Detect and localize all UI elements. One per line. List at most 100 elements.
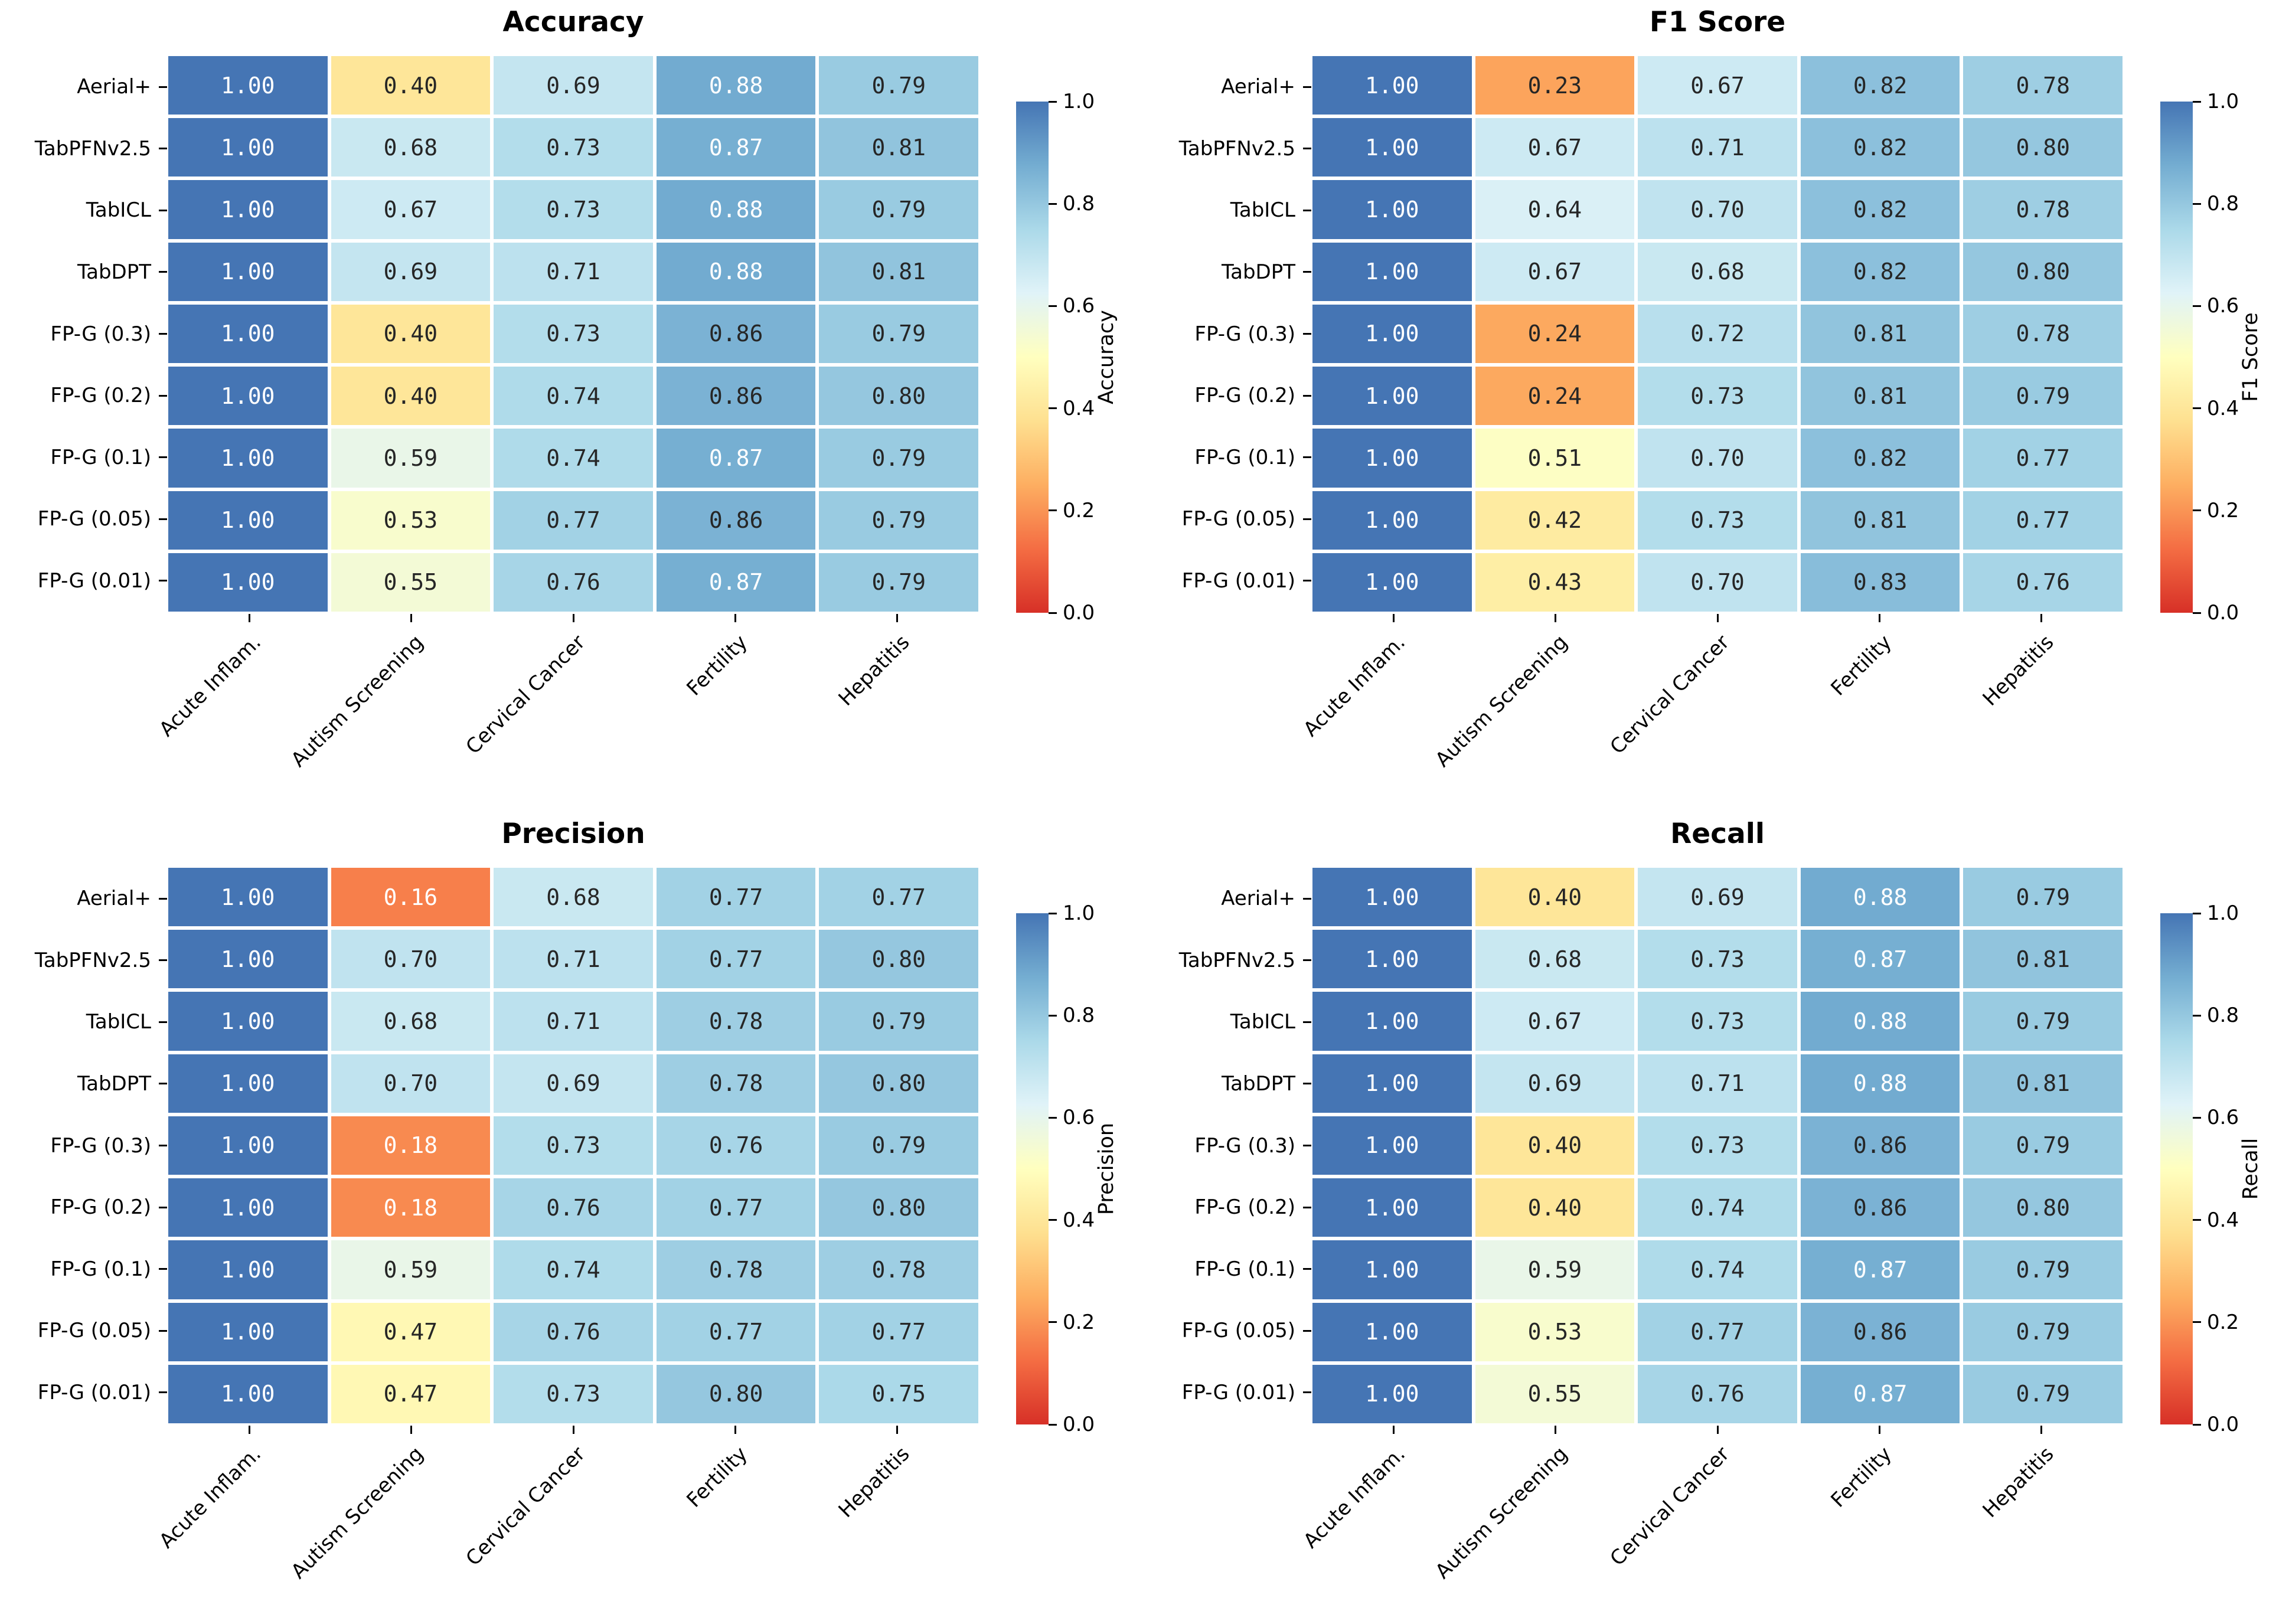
heatmap-cell: 0.79 <box>819 429 978 488</box>
column-label: Autism Screening <box>286 1442 428 1584</box>
colorbar-tick <box>1049 305 1057 307</box>
heatmap-cell: 0.55 <box>1475 1364 1635 1423</box>
y-axis-tick <box>159 271 167 273</box>
heatmap-cell: 0.82 <box>1800 118 1960 177</box>
heatmap-cell: 0.71 <box>1638 1054 1797 1113</box>
heatmap-cell: 0.79 <box>819 992 978 1051</box>
heatmap-cell: 0.86 <box>656 491 816 550</box>
heatmap-cell: 0.79 <box>819 180 978 239</box>
x-axis-tick <box>572 614 574 622</box>
colorbar-axis-label: Recall <box>2239 1138 2262 1200</box>
heatmap-cell: 0.40 <box>331 56 491 115</box>
heatmap-cell: 0.77 <box>1963 429 2123 488</box>
y-axis-tick <box>159 1206 167 1208</box>
row-label: TabICL <box>86 1010 151 1034</box>
row-label: TabPFNv2.5 <box>1178 136 1295 161</box>
heatmap-cell: 0.18 <box>331 1116 491 1175</box>
heatmap-cell: 1.00 <box>168 1240 328 1299</box>
heatmap-cell: 0.77 <box>494 491 653 550</box>
heatmap-cell: 0.16 <box>331 868 491 927</box>
column-label: Fertility <box>682 1442 752 1512</box>
x-axis-tick <box>896 614 899 622</box>
heatmap-cell: 0.81 <box>819 242 978 301</box>
colorbar-tick-label: 1.0 <box>1063 90 1095 113</box>
y-axis-tick <box>159 1021 167 1023</box>
heatmap-cell: 1.00 <box>168 930 328 989</box>
heatmap-cell: 0.18 <box>331 1178 491 1237</box>
colorbar-tick <box>2193 407 2201 410</box>
chart-title: F1 Score <box>1649 6 1786 38</box>
heatmap-cell: 0.73 <box>494 118 653 177</box>
colorbar-tick <box>2193 305 2201 307</box>
heatmap-cell: 0.78 <box>1963 304 2123 364</box>
column-label: Acute Inflam. <box>1299 1442 1410 1553</box>
colorbar-tick-label: 0.2 <box>1063 498 1095 522</box>
heatmap-cell: 1.00 <box>168 242 328 301</box>
heatmap-cell: 0.79 <box>819 553 978 612</box>
heatmap-cell: 0.86 <box>656 367 816 426</box>
colorbar-tick-label: 0.2 <box>2207 1310 2239 1334</box>
heatmap-grid: 1.00 0.23 0.67 0.82 0.78 1.00 0.67 0.71 0.82 0.80… <box>1312 56 2123 612</box>
heatmap-cell: 1.00 <box>1312 553 1472 612</box>
heatmap-cell: 1.00 <box>1312 1240 1472 1299</box>
heatmap-cell: 1.00 <box>1312 367 1472 426</box>
heatmap-cell: 0.74 <box>1638 1178 1797 1237</box>
heatmap-cell: 1.00 <box>1312 930 1472 989</box>
column-label: Cervical Cancer <box>461 1442 590 1571</box>
heatmap-cell: 0.73 <box>494 180 653 239</box>
colorbar-tick-label: 0.8 <box>1063 1004 1095 1028</box>
x-axis-tick <box>2040 1426 2043 1434</box>
row-label: Aerial+ <box>77 887 151 911</box>
colorbar-axis-label: Accuracy <box>1095 310 1118 404</box>
heatmap-cell: 0.79 <box>1963 992 2123 1051</box>
column-label: Fertility <box>1826 1442 1896 1512</box>
heatmap-cell: 0.77 <box>656 1302 816 1361</box>
y-axis-tick <box>159 1329 167 1332</box>
heatmap-cell: 0.77 <box>819 1302 978 1361</box>
row-label: FP-G (0.3) <box>1194 322 1295 346</box>
colorbar-tick <box>1049 1321 1057 1324</box>
heatmap-cell: 0.40 <box>331 304 491 364</box>
heatmap-cell: 0.40 <box>1475 1178 1635 1237</box>
y-axis-tick <box>159 148 167 150</box>
y-axis-tick <box>159 333 167 335</box>
heatmap-cell: 0.73 <box>1638 992 1797 1051</box>
row-label: FP-G (0.2) <box>50 1195 151 1220</box>
heatmap-cell: 0.80 <box>819 930 978 989</box>
heatmap-cell: 0.68 <box>1475 930 1635 989</box>
heatmap-cell: 1.00 <box>168 868 328 927</box>
y-axis-tick <box>1303 959 1311 962</box>
heatmap-cell: 0.78 <box>1963 180 2123 239</box>
row-label: FP-G (0.05) <box>37 1319 151 1343</box>
colorbar <box>2160 913 2193 1424</box>
heatmap-cell: 1.00 <box>1312 1302 1472 1361</box>
colorbar-tick-label: 1.0 <box>1063 901 1095 925</box>
colorbar-tick <box>2193 509 2201 512</box>
row-label: FP-G (0.01) <box>37 1380 151 1404</box>
x-axis-tick <box>734 614 736 622</box>
heatmap-cell: 0.78 <box>656 992 816 1051</box>
heatmap-cell: 0.79 <box>1963 868 2123 927</box>
heatmap-cell: 1.00 <box>168 553 328 612</box>
heatmap-cell: 0.81 <box>819 118 978 177</box>
row-label: Aerial+ <box>77 75 151 99</box>
column-label: Hepatitis <box>1978 630 2059 711</box>
heatmap-cell: 1.00 <box>168 1302 328 1361</box>
colorbar-tick <box>2193 612 2201 614</box>
heatmap-cell: 0.73 <box>1638 1116 1797 1175</box>
heatmap-cell: 0.80 <box>819 367 978 426</box>
heatmap-cell: 0.74 <box>1638 1240 1797 1299</box>
heatmap-cell: 1.00 <box>1312 491 1472 550</box>
heatmap-cell: 0.87 <box>656 118 816 177</box>
heatmap-cell: 0.71 <box>494 930 653 989</box>
row-label: FP-G (0.05) <box>1181 507 1295 531</box>
column-label: Acute Inflam. <box>155 1442 266 1553</box>
colorbar-tick <box>1049 1423 1057 1426</box>
heatmap-cell: 0.73 <box>494 1116 653 1175</box>
heatmap-cell: 0.76 <box>1638 1364 1797 1423</box>
chart-title: Accuracy <box>502 6 644 38</box>
heatmap-cell: 0.80 <box>1963 1178 2123 1237</box>
colorbar-tick <box>1049 509 1057 512</box>
heatmap-cell: 0.59 <box>1475 1240 1635 1299</box>
y-axis-tick <box>1303 580 1311 582</box>
